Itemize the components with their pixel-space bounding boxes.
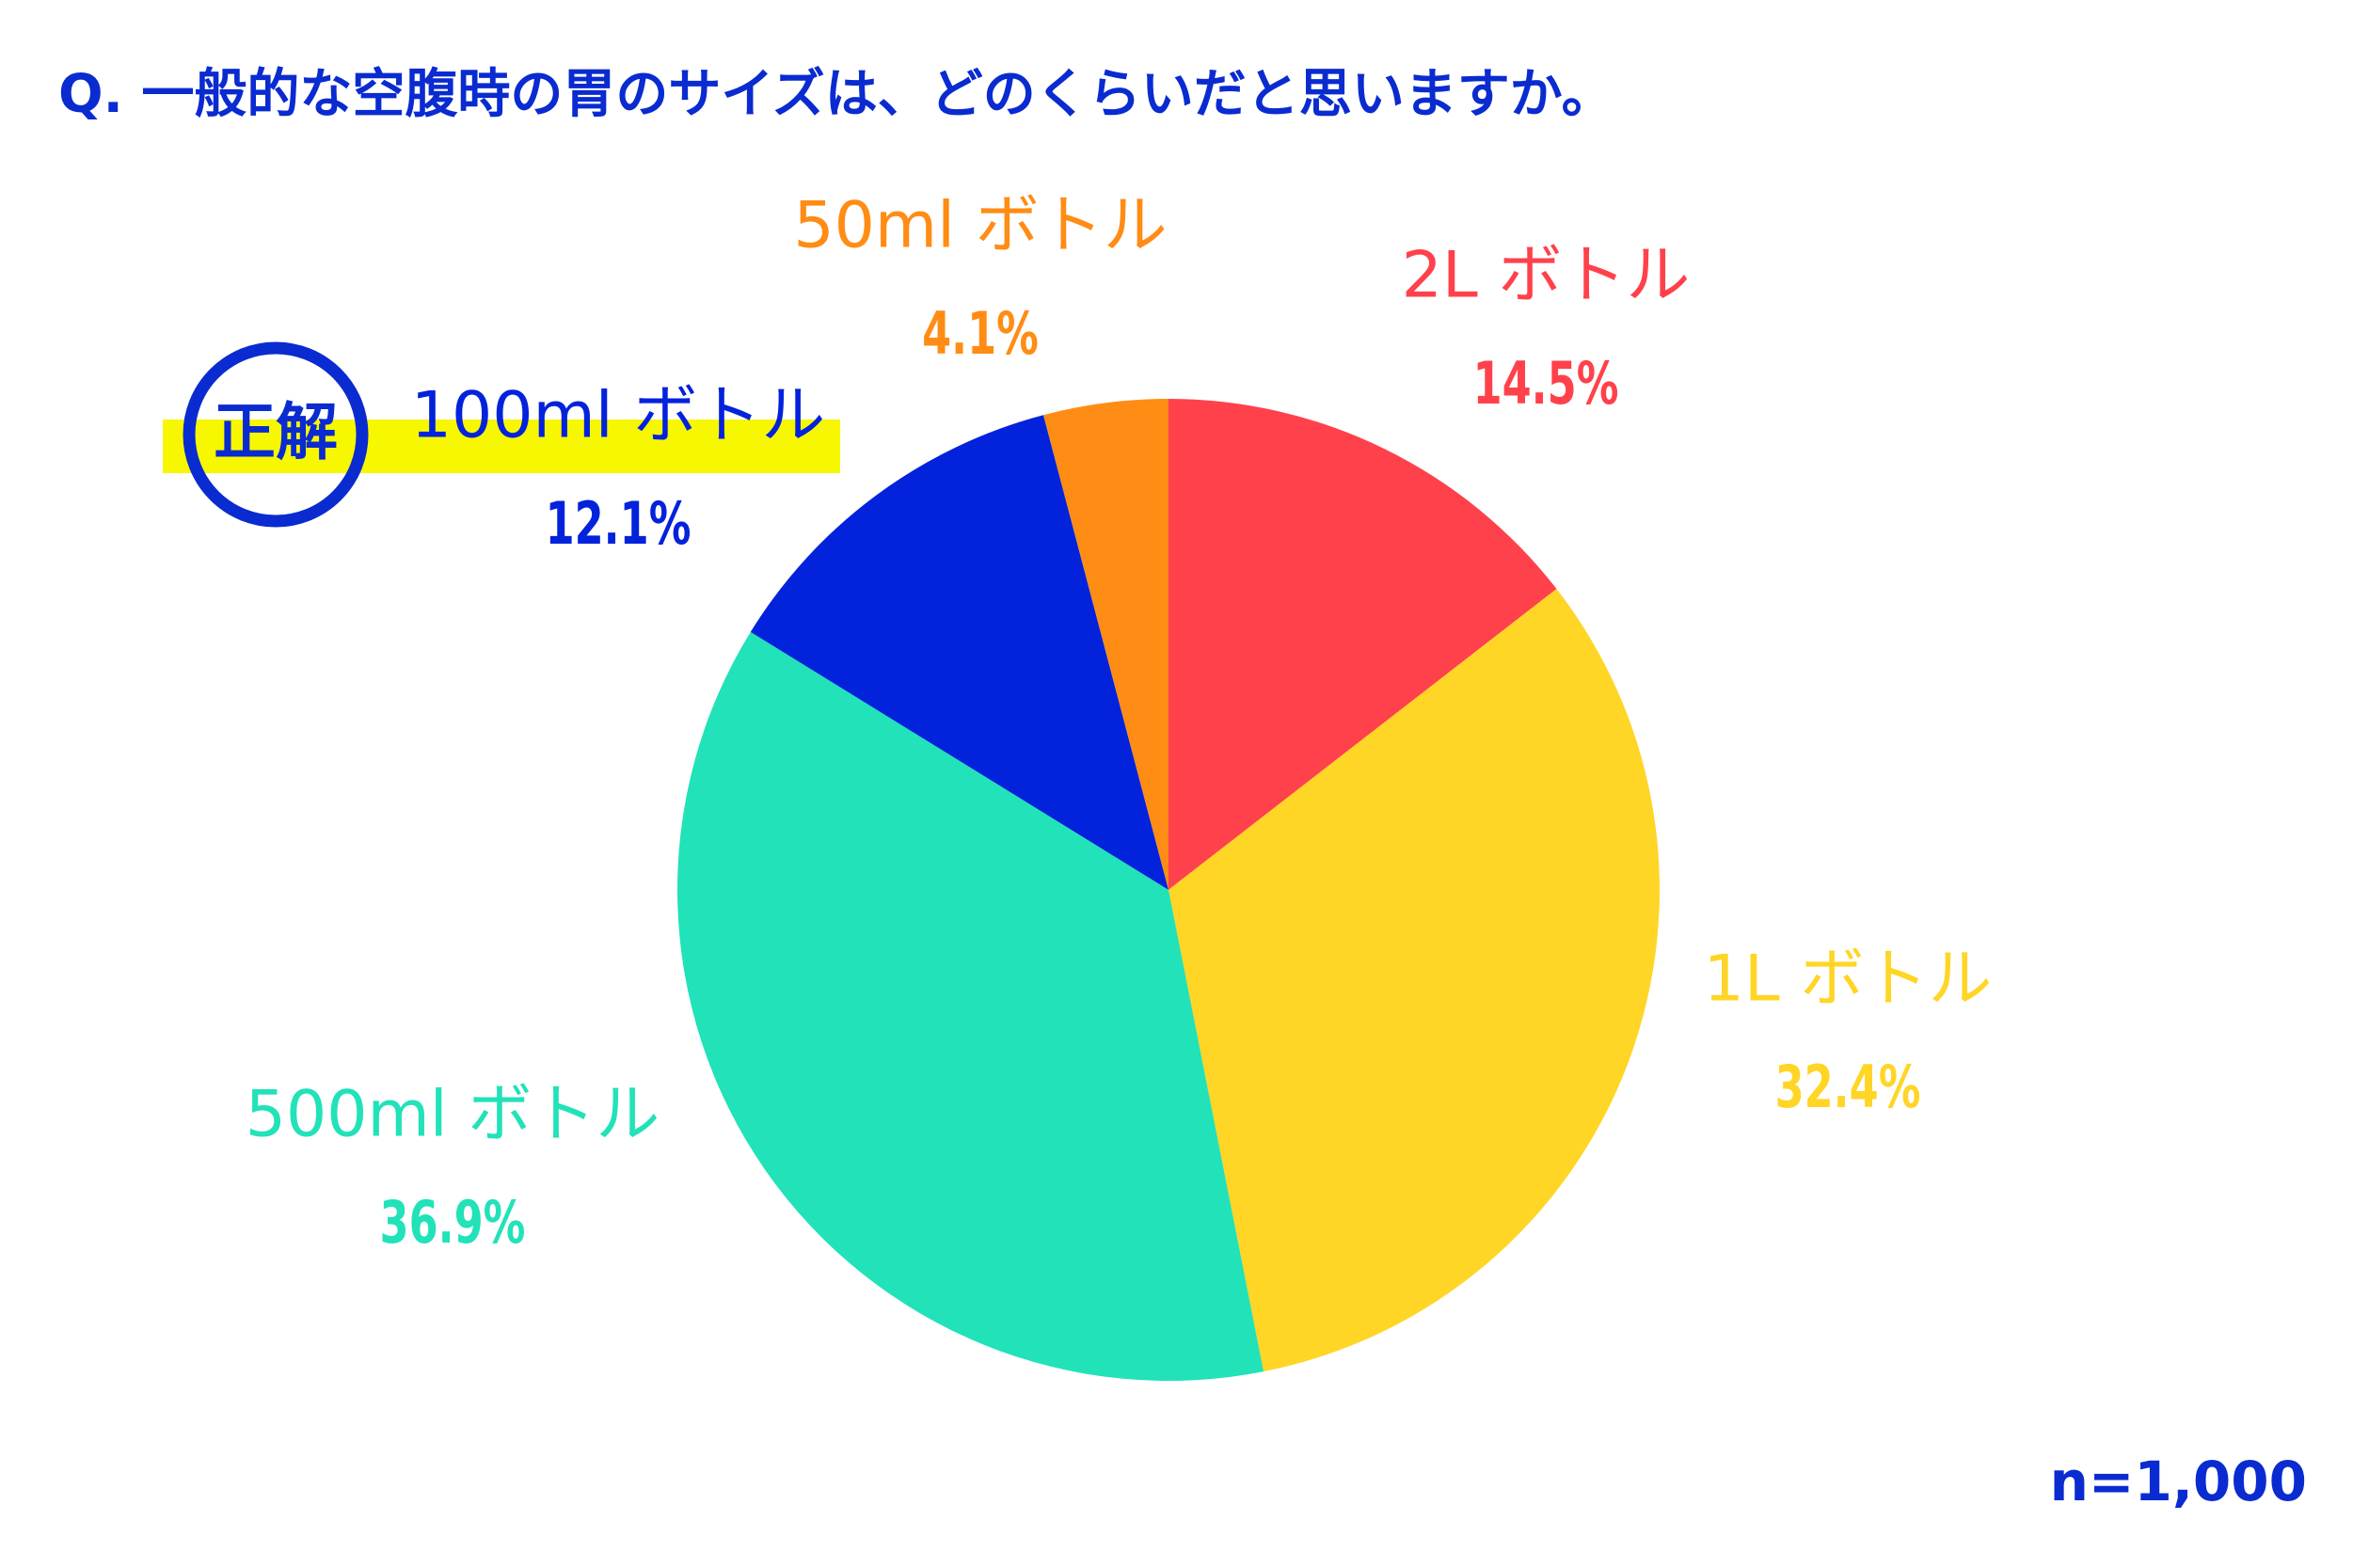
slice-label: 50ml ボトル: [793, 189, 1167, 263]
value-label: 14.5%: [1473, 349, 1619, 417]
sample-note: n=1,000: [2050, 1449, 2307, 1513]
pie-slice: [1169, 589, 1660, 1372]
slice-label: 1L ボトル: [1704, 942, 1993, 1017]
pie-slice: [676, 631, 1264, 1381]
slice-label: 500ml ボトル: [246, 1078, 660, 1152]
answer-badge-label: 正解: [214, 396, 338, 468]
pie-slice: [1043, 399, 1169, 890]
answer-highlight: [163, 420, 840, 473]
pie-slice: [750, 415, 1169, 890]
pie-slice: [1169, 399, 1557, 890]
value-label: 4.1%: [922, 299, 1039, 367]
value-label: 36.9%: [380, 1188, 526, 1256]
answer-badge: [183, 341, 369, 528]
slice-label: 100ml ボトル: [411, 379, 826, 453]
value-label: 32.4%: [1775, 1053, 1921, 1120]
chart-title: Q. 一般的な空腹時の胃のサイズは、どのくらいだと思いますか。: [58, 64, 1614, 125]
value-label: 12.1%: [546, 489, 692, 557]
slice-label: 2L ボトル: [1402, 239, 1691, 313]
